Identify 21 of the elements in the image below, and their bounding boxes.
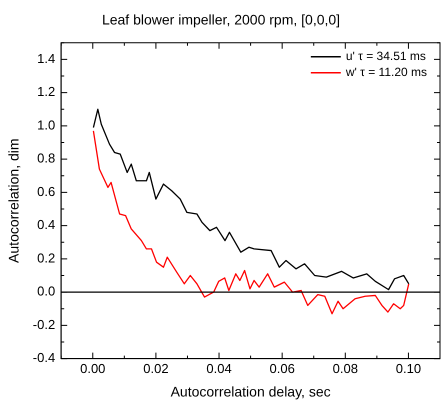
x-tick-label: 0.04 (206, 360, 232, 376)
x-tick-label: 0.10 (396, 360, 422, 376)
legend-label: w' τ = 11.20 ms (344, 65, 428, 80)
y-tick-label: 0.4 (37, 217, 56, 232)
x-tick-label: 0.00 (80, 360, 106, 376)
y-tick-label: 0.6 (37, 184, 56, 199)
chart-title: Leaf blower impeller, 2000 rpm, [0,0,0] (102, 11, 340, 28)
y-tick-label: 0.2 (37, 250, 56, 266)
x-tick-label: 0.08 (332, 360, 358, 376)
x-tick-label: 0.02 (143, 360, 169, 376)
y-tick-label: -0.2 (32, 316, 56, 332)
x-axis-title: Autocorrelation delay, sec (170, 383, 331, 400)
y-axis-title: Autocorrelation, dim (5, 138, 22, 263)
y-tick-label: -0.4 (32, 350, 56, 366)
x-tick-label: 0.06 (270, 360, 295, 376)
y-tick-label: 0.0 (37, 284, 56, 299)
y-tick-label: 0.8 (37, 150, 56, 166)
y-tick-label: 1.0 (37, 117, 56, 132)
legend-label: u' τ = 34.51 ms (346, 49, 426, 64)
y-tick-label: 1.2 (37, 84, 56, 100)
y-tick-label: 1.4 (37, 51, 56, 66)
